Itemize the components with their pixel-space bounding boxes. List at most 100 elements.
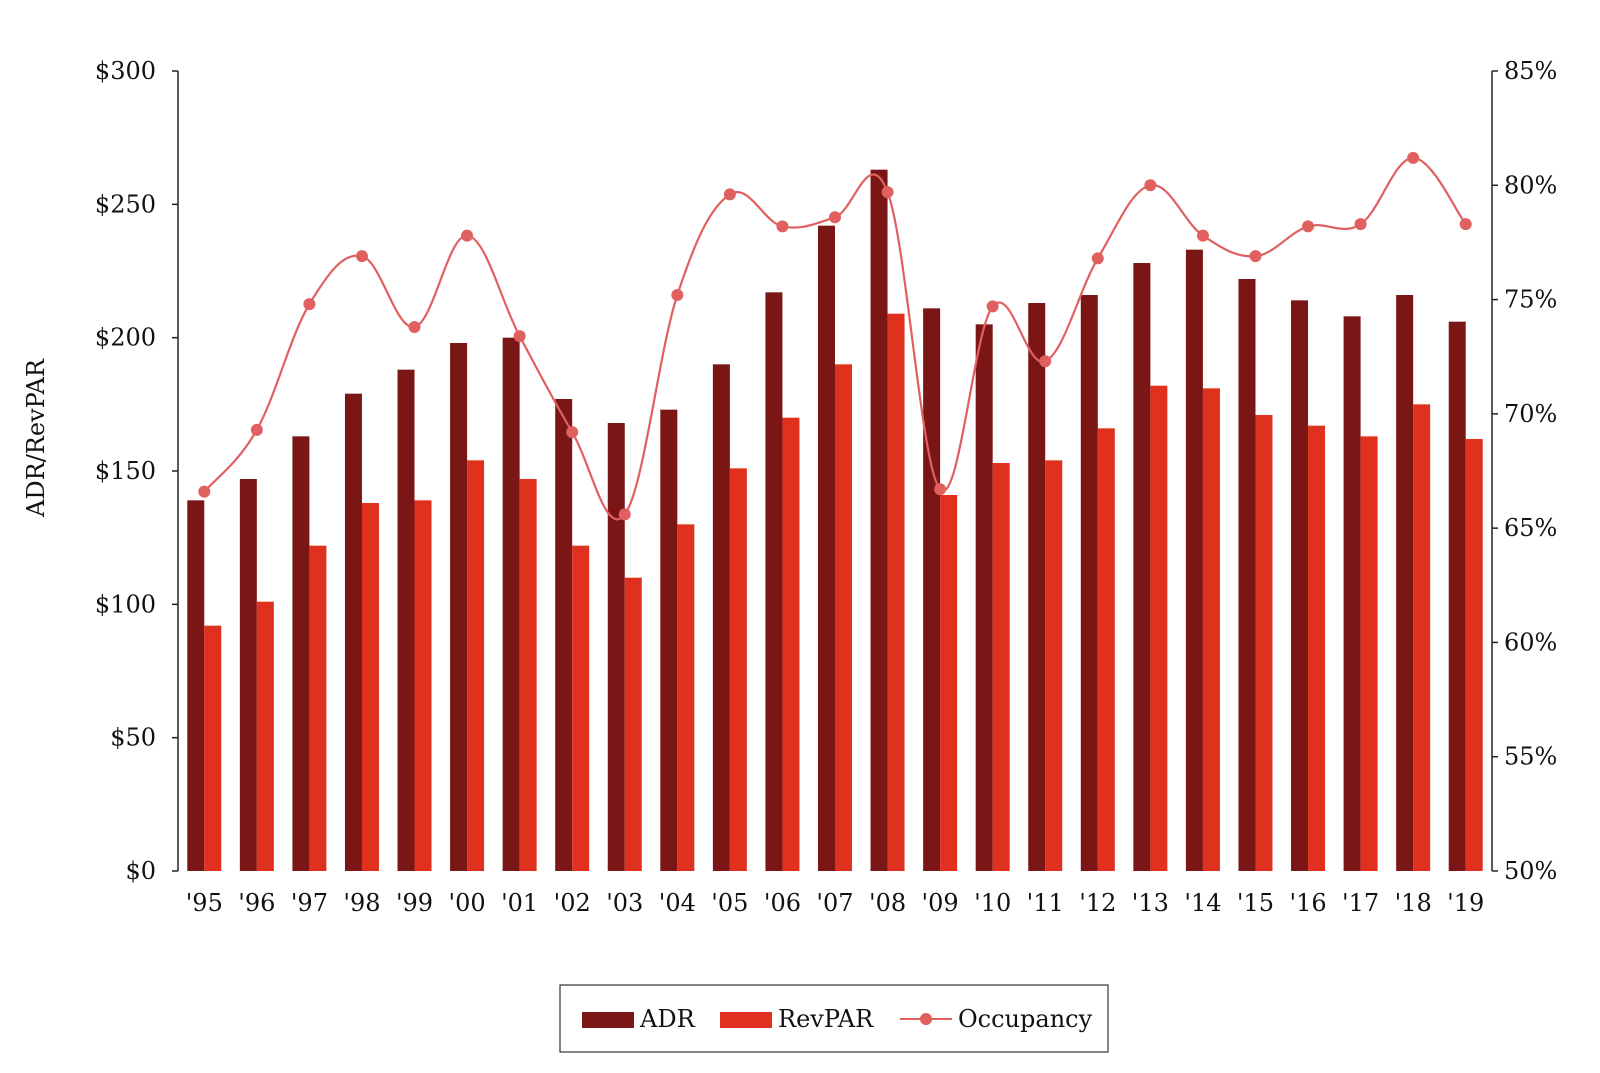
occupancy-line-group [198, 151, 1472, 521]
right-tick-label: 70% [1504, 400, 1557, 428]
adr-bar [765, 292, 783, 871]
legend-swatch-revpar [720, 1012, 772, 1028]
revpar-bar [1045, 460, 1063, 871]
x-tick-label: '13 [1132, 889, 1169, 917]
occupancy-point [1354, 218, 1367, 231]
occupancy-point [198, 485, 211, 498]
right-tick-label: 60% [1504, 628, 1557, 656]
revpar-bar [992, 463, 1010, 871]
left-tick-label: $50 [110, 724, 156, 752]
adr-bar [344, 393, 362, 871]
occupancy-point [881, 186, 894, 199]
occupancy-point [1144, 179, 1157, 192]
x-tick-label: '19 [1447, 889, 1484, 917]
occupancy-point [1091, 252, 1104, 265]
left-tick-label: $0 [125, 857, 156, 885]
adr-bar [923, 308, 941, 871]
legend-box [559, 984, 1109, 1053]
x-axis: '95 '96 '97 '98 '99 '00 '01 '02 '03 '04 '05 '06 '07 '… [186, 889, 1485, 917]
revpar-bar [256, 601, 274, 871]
revpar-bar [1202, 388, 1220, 871]
occupancy-point [1039, 355, 1052, 368]
occupancy-point [723, 188, 736, 201]
occupancy-point [776, 220, 789, 233]
occupancy-point [303, 298, 316, 311]
adr-bar [1080, 295, 1098, 871]
occupancy-point [1407, 151, 1420, 164]
x-tick-label: '97 [291, 889, 328, 917]
x-tick-label: '96 [238, 889, 275, 917]
occupancy-point [829, 211, 841, 224]
left-tick-label: $300 [95, 57, 156, 85]
x-tick-label: '16 [1289, 889, 1326, 917]
right-tick-label: 50% [1504, 857, 1557, 885]
legend-label-adr: ADR [639, 1005, 696, 1033]
legend-swatch-adr [582, 1012, 634, 1028]
adr-bar [187, 500, 205, 871]
legend-label-revpar: RevPAR [778, 1005, 874, 1033]
x-tick-label: '11 [1027, 889, 1064, 917]
revpar-bar [835, 364, 852, 871]
adr-bar [502, 337, 520, 872]
occupancy-point [513, 330, 526, 343]
right-tick-label: 65% [1504, 514, 1557, 542]
revpar-bar [1255, 415, 1273, 871]
adr-bar [607, 423, 625, 871]
x-tick-label: '01 [501, 889, 538, 917]
legend-label-occupancy: Occupancy [958, 1005, 1093, 1033]
occupancy-point [1249, 250, 1262, 263]
adr-bar [450, 343, 468, 871]
revpar-bar [729, 468, 747, 871]
adr-bar [975, 324, 993, 871]
x-tick-label: '06 [764, 889, 801, 917]
left-tick-label: $150 [95, 457, 156, 485]
adr-bar [1291, 300, 1309, 871]
left-y-axis: $0 $50 $100 $150 $200 $250 $300 [95, 57, 179, 885]
revpar-bar [1308, 425, 1326, 871]
occupancy-point [408, 321, 421, 333]
revpar-bar [887, 313, 905, 872]
x-tick-label: '10 [974, 889, 1011, 917]
left-tick-label: $100 [95, 590, 156, 618]
x-tick-label: '00 [449, 889, 486, 917]
adr-bar [397, 369, 415, 871]
revpar-bar [624, 577, 642, 871]
x-tick-label: '14 [1184, 889, 1221, 917]
right-tick-label: 80% [1504, 171, 1557, 199]
occupancy-point [671, 289, 684, 301]
left-tick-label: $250 [95, 190, 156, 218]
revpar-bar [414, 500, 432, 871]
legend-marker-occupancy [920, 1013, 932, 1025]
occupancy-point [1196, 229, 1209, 242]
x-tick-label: '12 [1079, 889, 1116, 917]
adr-bar [1028, 303, 1046, 871]
right-y-axis: 50% 55% 60% 65% 70% 75% 80% 85% [1491, 57, 1557, 885]
x-tick-label: '03 [606, 889, 643, 917]
revpar-bar [1413, 404, 1431, 871]
revpar-bar [1465, 439, 1483, 871]
x-tick-label: '08 [869, 889, 906, 917]
revpar-bar [1360, 436, 1378, 871]
right-tick-label: 55% [1504, 743, 1557, 771]
x-tick-label: '04 [659, 889, 696, 917]
x-tick-label: '98 [343, 889, 380, 917]
revpar-bar [1150, 385, 1168, 871]
adr-bar [870, 169, 888, 871]
revpar-bar [1097, 428, 1115, 871]
occupancy-point [934, 483, 947, 496]
revpar-bar [519, 479, 537, 871]
adr-bar [1396, 295, 1414, 871]
adr-bar [712, 364, 730, 871]
occupancy-point [1302, 220, 1315, 233]
x-tick-label: '99 [396, 889, 433, 917]
revpar-bar [572, 545, 590, 871]
bars-group [187, 169, 1483, 872]
x-tick-label: '05 [711, 889, 748, 917]
adr-bar [555, 399, 573, 871]
left-tick-label: $200 [95, 324, 156, 352]
y-axis-title: ADR/RevPAR [22, 358, 50, 518]
x-tick-label: '17 [1342, 889, 1379, 917]
adr-bar [239, 479, 257, 871]
